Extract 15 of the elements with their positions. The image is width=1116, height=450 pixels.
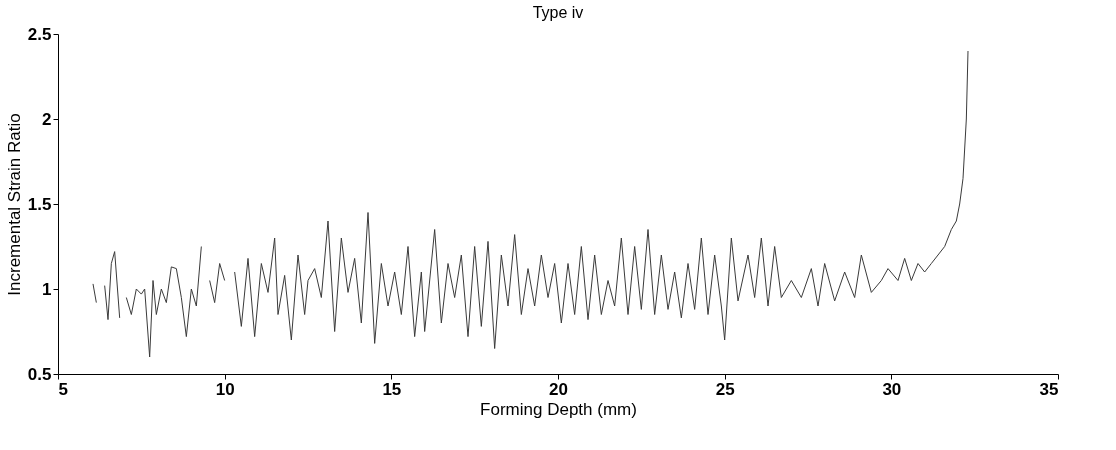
x-tick-label: 30 (882, 379, 902, 399)
y-axis-title: Incremental Strain Ratio (4, 113, 24, 296)
y-tick-label: 2 (42, 109, 52, 129)
x-tick-label: 20 (549, 379, 568, 399)
x-tick-label: 10 (215, 379, 235, 399)
y-tick-label: 0.5 (27, 364, 52, 384)
chart-title: Type iv (532, 4, 584, 21)
x-tick-label: 25 (715, 379, 735, 399)
y-tick-label: 1 (42, 279, 52, 299)
y-tick-label: 1.5 (27, 194, 52, 214)
x-tick-label: 35 (1039, 379, 1059, 399)
x-axis-title: Forming Depth (mm) (480, 399, 637, 419)
x-tick-label: 15 (382, 379, 402, 399)
x-tick-label: 5 (58, 379, 68, 399)
y-tick-label: 2.5 (27, 24, 52, 44)
